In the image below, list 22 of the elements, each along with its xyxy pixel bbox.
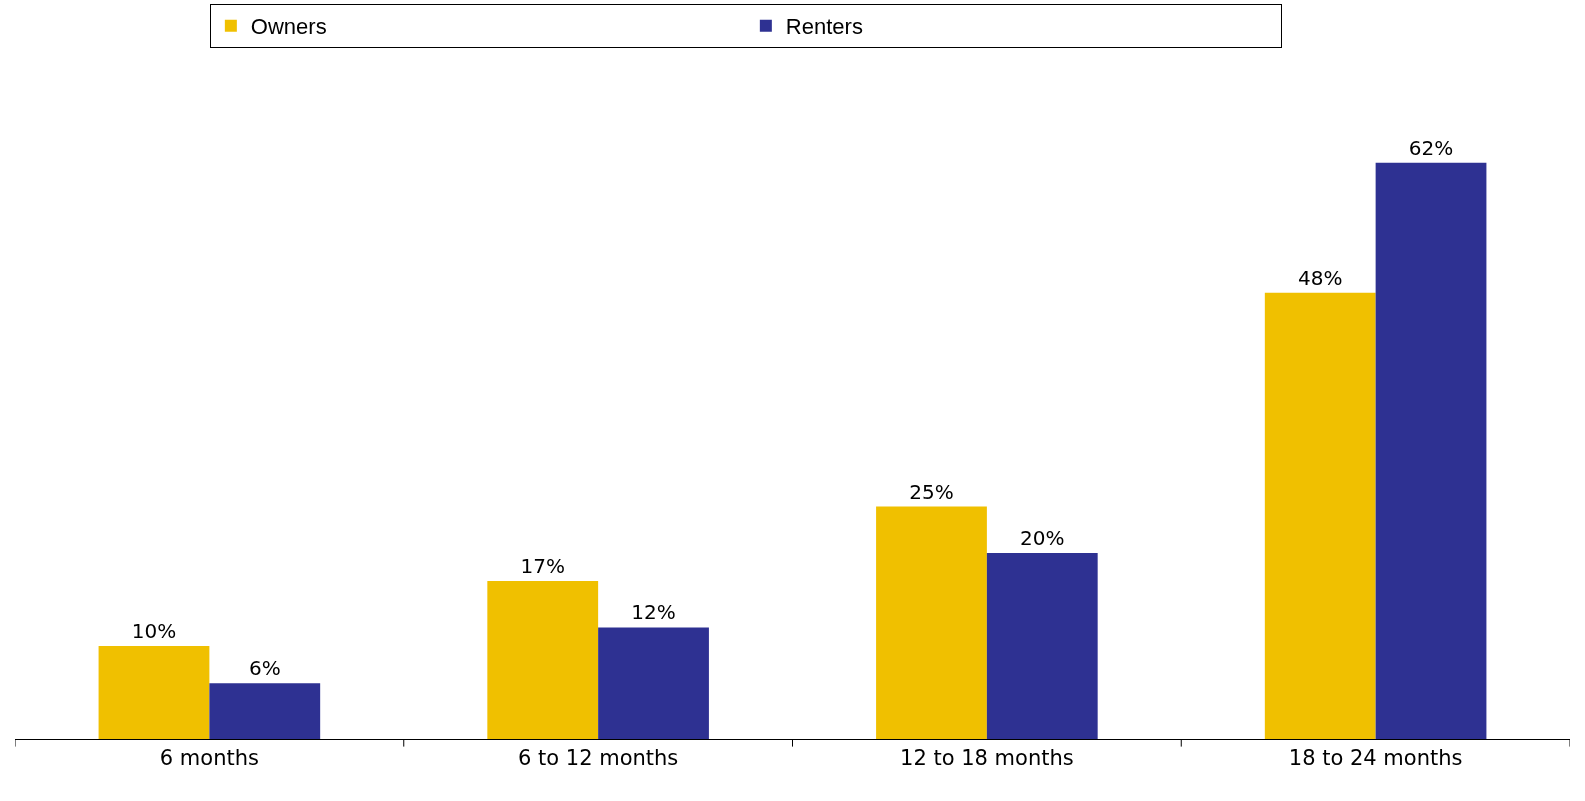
data-label: 20% [1020,526,1065,551]
legend-label: Owners [250,14,327,40]
bar [98,646,210,739]
bar [1264,292,1376,739]
data-label: 12% [631,600,676,625]
x-tick-label: 12 to 18 months [900,746,1074,771]
bar [1375,162,1487,739]
data-label: 17% [520,553,565,578]
data-label: 48% [1298,265,1343,290]
data-label: 62% [1408,135,1454,160]
data-label: 6% [248,656,281,681]
x-tick-label: 6 months [159,746,259,771]
bar [209,683,321,739]
bar [598,627,709,739]
data-label: 25% [909,479,954,504]
x-tick-label: 6 to 12 months [517,746,679,771]
bar [986,553,1098,739]
bar [487,580,599,739]
x-tick-label: 18 to 24 months [1288,746,1463,771]
legend-label: Renters [785,14,863,40]
data-label: 10% [131,619,177,644]
bar [876,506,987,739]
